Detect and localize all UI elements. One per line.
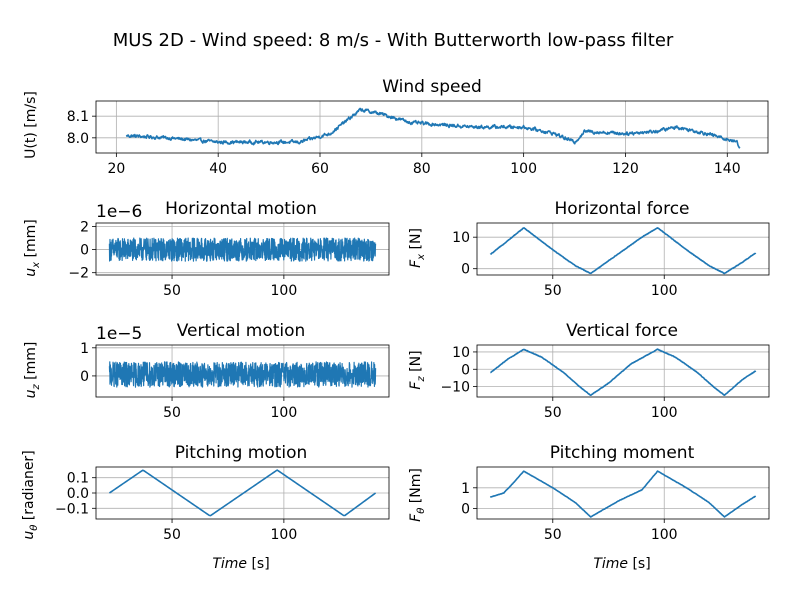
x-tick-label: 140: [714, 161, 741, 177]
y-tick-label: 0: [461, 502, 470, 518]
chart-title: Pitching motion: [175, 443, 308, 463]
x-tick-label: 50: [544, 405, 562, 421]
y-tick-label: 10: [452, 345, 470, 361]
chart-title: Wind speed: [382, 77, 482, 97]
chart-title: Horizontal motion: [165, 199, 317, 219]
x-tick-label: 100: [271, 283, 298, 299]
series-line: [125, 107, 741, 149]
x-tick-label: 80: [413, 161, 431, 177]
x-tick-label: 50: [163, 283, 181, 299]
series-line: [108, 361, 377, 388]
x-tick-label: 20: [107, 161, 125, 177]
y-tick-label: 0: [80, 243, 89, 259]
chart-title: Pitching moment: [550, 443, 695, 463]
x-axis-label: Time [s]: [593, 556, 650, 572]
series-line: [489, 470, 757, 518]
chart-title: Vertical motion: [177, 321, 306, 341]
y-tick-label: 0: [461, 262, 470, 278]
axes-frame: [95, 344, 390, 398]
y-tick-label: 0: [461, 362, 470, 378]
x-tick-label: 100: [651, 405, 678, 421]
x-tick-label: 60: [311, 161, 329, 177]
x-axis-label: Time [s]: [212, 556, 269, 572]
x-tick-label: 100: [651, 283, 678, 299]
axes-frame: [95, 100, 769, 154]
series-line: [489, 227, 757, 275]
y-tick-label: −0.1: [55, 501, 89, 517]
axis-scale-note: 1e−6: [96, 202, 142, 222]
figure-title: MUS 2D - Wind speed: 8 m/s - With Butter…: [113, 30, 674, 51]
y-tick-label: 10: [452, 230, 470, 246]
y-tick-label: −10: [440, 380, 470, 396]
series-line: [108, 469, 377, 517]
x-tick-label: 100: [651, 527, 678, 543]
chart-horizontal-force: Horizontal force Fx [N] 50 100 0 10: [408, 199, 770, 299]
y-tick-label: 8.1: [67, 109, 89, 125]
chart-horizontal-motion: Horizontal motion 1e−6 ux [mm] 50 100 −2 0 2: [23, 199, 390, 299]
y-axis-label: uz [mm]: [23, 342, 42, 399]
y-tick-label: 8.0: [67, 131, 89, 147]
x-tick-label: 50: [163, 527, 181, 543]
y-axis-label: uθ [radianer]: [21, 450, 40, 539]
y-tick-label: −2: [68, 266, 89, 282]
chart-vertical-force: Vertical force Fz [N] 50 100 −10 010: [408, 321, 770, 421]
y-tick-label: 0.0: [67, 486, 89, 502]
y-tick-label: 2: [80, 219, 89, 235]
chart-vertical-motion: Vertical motion 1e−5 uz [mm] 50 100 0 1: [23, 321, 390, 421]
chart-title: Horizontal force: [554, 199, 689, 219]
x-tick-label: 100: [510, 161, 537, 177]
chart-pitching-moment: Pitching moment Fθ [Nm] Time [s] 50 100 0 1: [408, 443, 770, 572]
axes-frame: [476, 344, 770, 398]
chart-pitching-motion: Pitching motion uθ [radianer] Time [s] 5…: [21, 443, 390, 572]
y-axis-label: U(t) [m/s]: [23, 91, 39, 159]
y-tick-label: 1: [461, 481, 470, 497]
x-tick-label: 50: [163, 405, 181, 421]
x-tick-label: 120: [612, 161, 639, 177]
x-tick-label: 100: [271, 405, 298, 421]
axes-frame: [476, 222, 770, 276]
axis-scale-note: 1e−5: [96, 324, 142, 344]
y-axis-label: ux [mm]: [23, 219, 42, 276]
x-tick-label: 100: [271, 527, 298, 543]
y-axis-label: Fθ [Nm]: [408, 468, 427, 522]
axes-frame: [95, 466, 390, 520]
y-tick-label: 1: [80, 341, 89, 357]
series-line: [489, 348, 757, 397]
axes-frame: [95, 222, 390, 276]
chart-wind-speed: Wind speed U(t) [m/s] 20 40 60 80 100 120 140 8…: [23, 77, 769, 177]
series-line: [108, 237, 377, 262]
y-tick-label: 0: [80, 369, 89, 385]
y-axis-label: Fz [N]: [408, 350, 427, 389]
x-tick-label: 50: [544, 527, 562, 543]
x-tick-label: 40: [209, 161, 227, 177]
y-tick-label: 0.1: [67, 471, 89, 487]
chart-title: Vertical force: [566, 321, 678, 341]
y-axis-label: Fx [N]: [408, 228, 427, 268]
axes-frame: [476, 466, 770, 520]
x-tick-label: 50: [544, 283, 562, 299]
